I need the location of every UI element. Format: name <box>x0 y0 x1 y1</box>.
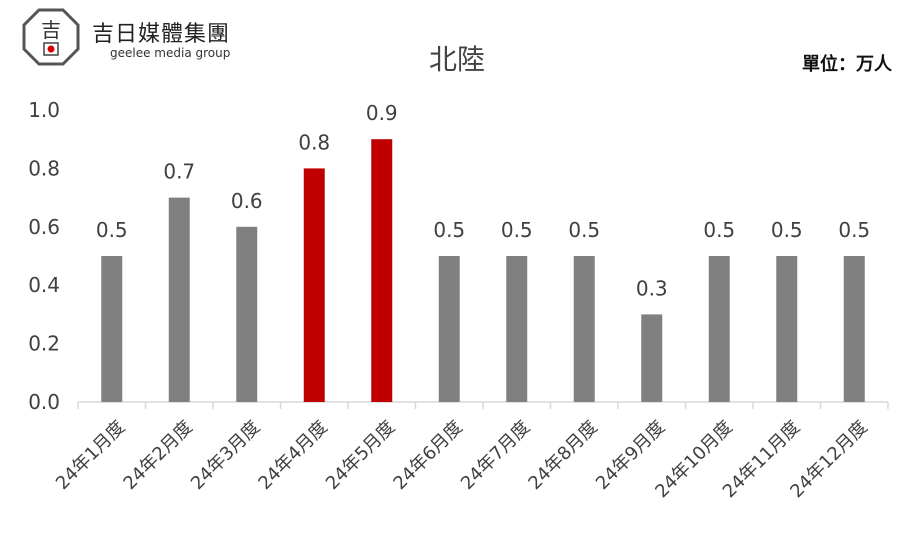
bar <box>371 139 393 402</box>
data-label: 0.5 <box>96 218 128 242</box>
y-tick-label: 0.8 <box>28 156 60 180</box>
bar <box>843 256 865 402</box>
data-label: 0.6 <box>231 189 263 213</box>
data-label: 0.5 <box>501 218 533 242</box>
brand-logo: 吉 吉日媒體集團 geelee media group <box>22 8 262 68</box>
bar <box>236 226 258 402</box>
logo-badge-icon: 吉 <box>22 8 80 66</box>
chart-title: 北陸 <box>428 43 485 76</box>
bar <box>641 314 663 402</box>
x-tick-label: 24年6月度 <box>389 417 466 494</box>
data-label: 0.5 <box>433 218 465 242</box>
bar <box>708 256 730 402</box>
data-label: 0.5 <box>568 218 600 242</box>
brand-name: 吉日媒體集團 <box>92 22 231 47</box>
y-tick-label: 0.0 <box>28 390 60 414</box>
bar <box>303 168 325 402</box>
data-label: 0.9 <box>366 101 398 125</box>
bar <box>101 256 123 402</box>
data-labels: 0.5 0.7 0.6 0.8 0.9 0.5 0.5 0.5 0.3 0.5 0.5 0.5 <box>96 101 870 300</box>
bar <box>438 256 460 402</box>
x-axis <box>77 401 889 409</box>
bar <box>506 256 528 402</box>
brand-subtitle: geelee media group <box>110 46 231 60</box>
bar <box>168 197 190 402</box>
bars <box>101 139 865 402</box>
data-label: 0.7 <box>163 160 195 184</box>
y-tick-label: 0.4 <box>28 273 60 297</box>
data-label: 0.3 <box>636 276 668 300</box>
x-tick-label: 24年3月度 <box>187 417 264 494</box>
x-tick-label: 24年1月度 <box>52 417 129 494</box>
y-tick-label: 1.0 <box>28 98 60 122</box>
y-tick-label: 0.2 <box>28 332 60 356</box>
y-tick-label: 0.6 <box>28 215 60 239</box>
data-label: 0.8 <box>298 130 330 154</box>
bar <box>776 256 798 402</box>
x-tick-label: 24年4月度 <box>254 417 331 494</box>
unit-label: 單位：万人 <box>802 54 892 75</box>
x-tick-label: 24年5月度 <box>322 417 399 494</box>
data-label: 0.5 <box>703 218 735 242</box>
y-axis: 0.0 0.2 0.4 0.6 0.8 1.0 <box>28 98 60 414</box>
x-tick-label: 24年7月度 <box>457 417 534 494</box>
data-label: 0.5 <box>771 218 803 242</box>
data-label: 0.5 <box>838 218 870 242</box>
bar <box>573 256 595 402</box>
x-tick-label: 24年2月度 <box>119 417 196 494</box>
x-tick-label: 24年8月度 <box>524 417 601 494</box>
x-tick-labels: 24年1月度24年2月度24年3月度24年4月度24年5月度24年6月度24年7… <box>52 417 872 502</box>
logo-glyph: 吉 <box>41 18 61 42</box>
